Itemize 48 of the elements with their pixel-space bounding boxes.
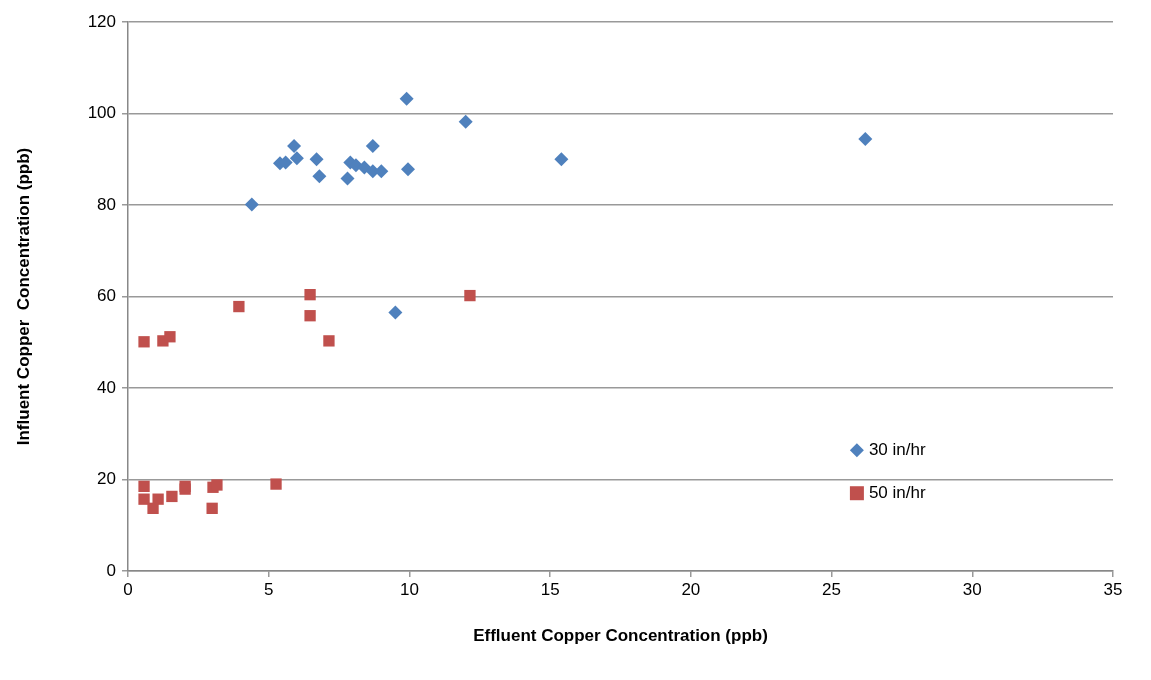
x-tick-label: 30 [962, 579, 982, 599]
point [464, 289, 476, 302]
point [138, 493, 150, 505]
x-tick-label: 25 [822, 579, 842, 599]
point [309, 152, 324, 167]
y-tick-label: 80 [97, 194, 116, 214]
x-tick-label: 35 [1103, 579, 1123, 599]
legend-label: 30 in/hr [868, 439, 926, 459]
point [289, 151, 304, 166]
y-tick-label: 60 [97, 286, 116, 306]
x-tick-label: 10 [399, 579, 419, 599]
point [164, 331, 176, 343]
point [166, 490, 178, 503]
point [206, 502, 218, 514]
point [244, 197, 259, 212]
point [323, 335, 335, 347]
legend-label: 50 in/hr [868, 482, 926, 502]
point [357, 160, 372, 175]
point [304, 310, 316, 322]
point [304, 289, 316, 301]
point [211, 479, 223, 491]
x-tick-label: 20 [681, 579, 701, 599]
y-tick-label: 20 [97, 469, 116, 489]
point [287, 138, 302, 153]
point [152, 493, 164, 505]
y-tick-label: 0 [106, 560, 116, 580]
point [340, 171, 355, 186]
point [365, 138, 380, 153]
x-tick-label: 15 [540, 579, 560, 599]
point [233, 300, 245, 313]
x-tick-label: 0 [123, 579, 133, 599]
x-tick-label: 5 [263, 579, 274, 599]
point [138, 480, 150, 493]
point [554, 152, 569, 167]
point [312, 169, 327, 184]
x-axis-title: Effluent Copper Concentration (ppb) [473, 626, 768, 646]
point [401, 162, 416, 177]
y-axis-title: Influent Copper Concentration (ppb) [13, 147, 33, 446]
point [388, 305, 403, 320]
point [270, 478, 282, 490]
y-tick-label: 100 [87, 103, 116, 123]
point [138, 336, 150, 348]
point [458, 114, 473, 129]
y-tick-label: 40 [97, 377, 116, 397]
point [147, 502, 159, 514]
point [858, 132, 873, 147]
point [399, 91, 414, 106]
y-tick-label: 120 [87, 11, 116, 31]
